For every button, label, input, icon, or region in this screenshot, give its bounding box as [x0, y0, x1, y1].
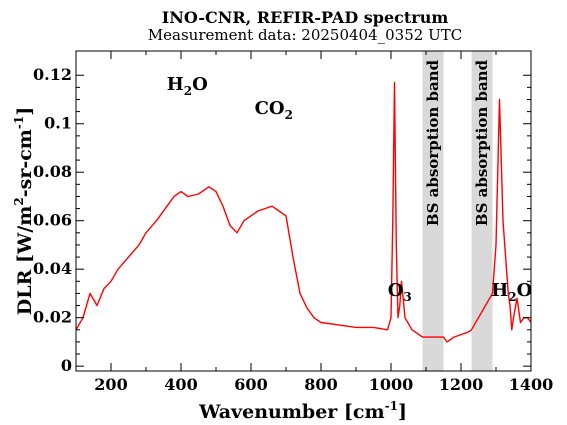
x-tick-label: 800: [304, 375, 337, 394]
x-tick-label: 600: [234, 375, 267, 394]
x-tick-label: 1400: [509, 375, 554, 394]
y-axis-ticks: 0 0.02 0.04 0.06 0.08 0.1 0.12: [33, 65, 531, 375]
annotation-1: H2O: [167, 74, 208, 98]
chart-title: INO-CNR, REFIR-PAD spectrum: [162, 8, 449, 27]
spectrum-series: [75, 81, 532, 343]
x-axis-label: Wavenumber [cm-1]: [198, 399, 407, 423]
plot-frame: [75, 50, 532, 372]
x-axis-ticks: 200 400 600 800 1000 1200 1400: [75, 51, 554, 394]
absorption-band-label-2: BS absorption band: [473, 59, 491, 226]
absorption-band-label-1: BS absorption band: [424, 59, 442, 226]
y-tick-label: 0.12: [33, 65, 72, 84]
x-tick-label: 400: [164, 375, 197, 394]
y-axis-label: DLR [W/m2-sr-cm-1]: [12, 107, 36, 315]
y-tick-label: 0: [61, 356, 72, 375]
y-tick-label: 0.06: [33, 211, 72, 230]
x-tick-label: 1000: [369, 375, 414, 394]
y-tick-label: 0.1: [44, 114, 72, 133]
absorption-band-1: [422, 51, 444, 371]
annotations: H2O CO2 O3 H2O: [167, 74, 533, 304]
annotation-3: O3: [388, 280, 412, 304]
annotation-4: H2O: [491, 280, 532, 304]
absorption-band-2: [471, 51, 493, 371]
y-tick-label: 0.02: [33, 308, 72, 327]
chart-subtitle: Measurement data: 20250404_0352 UTC: [148, 26, 462, 44]
x-tick-label: 200: [94, 375, 127, 394]
y-tick-label: 0.04: [33, 259, 72, 278]
spectrum-line: [75, 81, 532, 343]
absorption-bands: BS absorption band BS absorption band: [422, 51, 493, 371]
annotation-2: CO2: [255, 98, 293, 122]
x-tick-label: 1200: [439, 375, 484, 394]
y-tick-label: 0.08: [33, 162, 72, 181]
